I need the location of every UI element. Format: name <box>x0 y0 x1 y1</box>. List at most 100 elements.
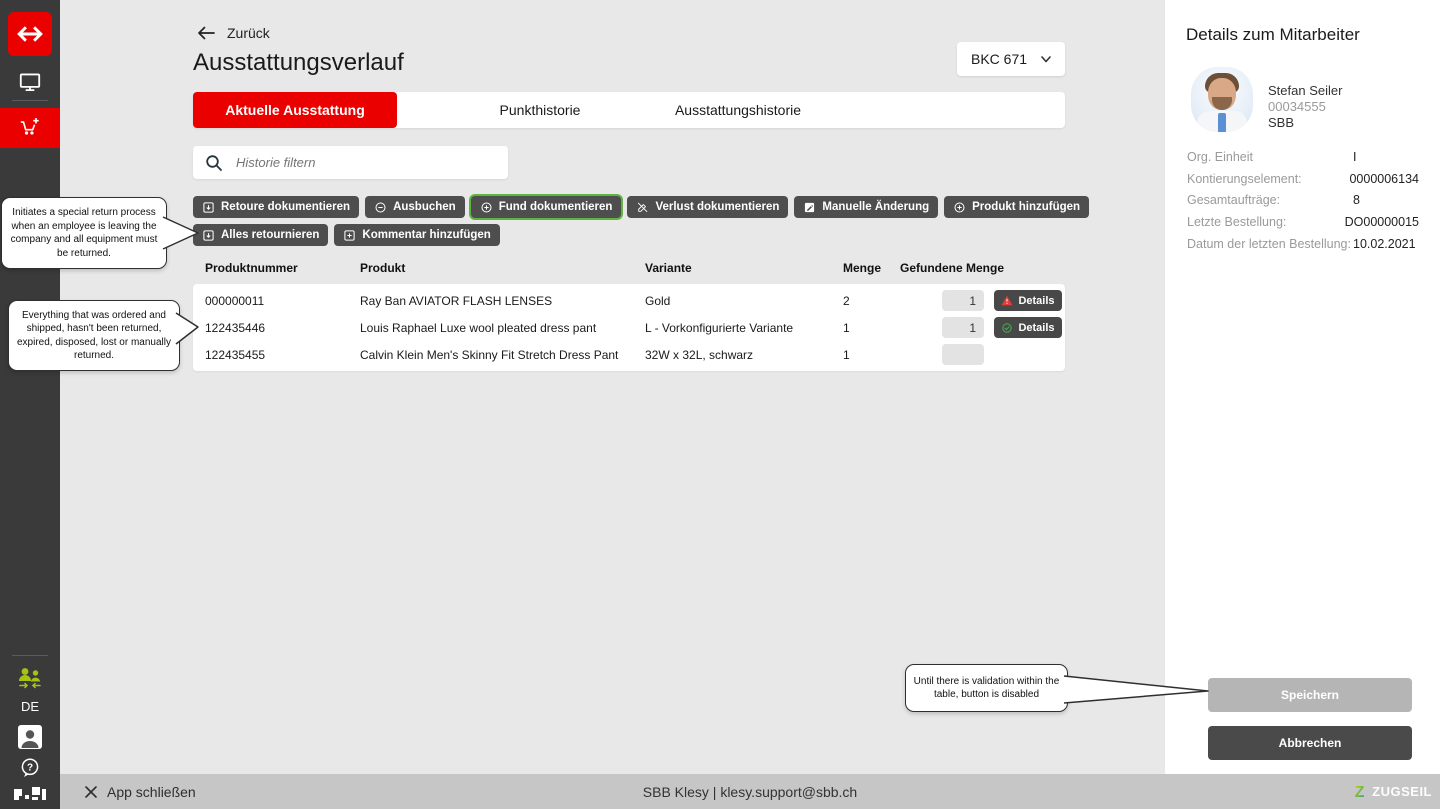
profile-dropdown[interactable]: BKC 671 <box>957 42 1065 76</box>
produkt-hinzufuegen-button[interactable]: Produkt hinzufügen <box>944 196 1090 218</box>
column-header: Produktnummer <box>205 261 298 275</box>
fund-dokumentieren-button[interactable]: Fund dokumentieren <box>470 196 622 218</box>
check-circle-icon <box>1002 322 1013 333</box>
field-label: Gesamtaufträge: <box>1187 193 1281 208</box>
language-label: DE <box>20 699 40 714</box>
field-label: Org. Einheit <box>1187 149 1254 164</box>
field-value: 0000006134 <box>1349 171 1419 186</box>
action-row-1: Retoure dokumentieren Ausbuchen Fund dok… <box>193 196 1090 218</box>
kommentar-hinzufuegen-button[interactable]: Kommentar hinzufügen <box>334 224 500 246</box>
help-icon: ? <box>21 758 39 777</box>
cell-variante: L - Vorkonfigurierte Variante <box>645 320 794 335</box>
gefundene-menge-input[interactable] <box>942 317 984 338</box>
cell-produktnummer: 122435446 <box>205 320 266 335</box>
employee-details-panel: Details zum Mitarbeiter Stefan Seiler 00… <box>1165 0 1440 774</box>
sidebar-item-help[interactable]: ? <box>0 757 60 779</box>
warning-triangle-icon <box>1001 295 1013 306</box>
sidebar: DE ? <box>0 0 60 809</box>
edit-square-icon <box>805 202 815 212</box>
cancel-button[interactable]: Abbrechen <box>1208 726 1412 760</box>
zugseil-brand-label: ZUGSEIL <box>1372 784 1432 799</box>
cell-produktnummer: 000000011 <box>205 293 265 308</box>
cell-menge: 1 <box>843 320 850 335</box>
sidebar-item-user-switch[interactable] <box>0 667 60 689</box>
annotation-equipment-table: Everything that was ordered and shipped,… <box>8 300 180 371</box>
field-value: 8 <box>1353 193 1360 208</box>
tab-punkthistorie[interactable]: Punkthistorie <box>500 92 581 128</box>
filter-search-input[interactable] <box>234 154 488 171</box>
ausbuchen-button[interactable]: Ausbuchen <box>365 196 465 218</box>
zugseil-brand: Z ZUGSEIL <box>1351 783 1432 800</box>
employee-fields: Org. Einheit I Kontierungselement: 00000… <box>1187 146 1419 254</box>
annotation-save-disabled: Until there is validation within the tab… <box>905 664 1068 712</box>
sidebar-brand-mark <box>0 785 60 802</box>
table-row: 122435455 Calvin Klein Men's Skinny Fit … <box>193 341 1065 368</box>
filter-search-box <box>193 146 508 179</box>
main-content: Zurück Ausstattungsverlauf BKC 671 Aktue… <box>60 0 1165 774</box>
field-row: Gesamtaufträge: 8 <box>1187 189 1419 211</box>
retoure-dokumentieren-button[interactable]: Retoure dokumentieren <box>193 196 360 218</box>
tab-label: Aktuelle Ausstattung <box>225 102 365 118</box>
sidebar-item-account[interactable] <box>18 725 42 749</box>
tab-ausstattungshistorie[interactable]: Ausstattungshistorie <box>675 92 801 128</box>
sidebar-item-shop-active[interactable] <box>0 108 60 148</box>
field-row: Datum der letzten Bestellung: 10.02.2021 <box>1187 233 1419 255</box>
return-box-icon <box>203 201 214 213</box>
svg-text:Z: Z <box>1355 784 1365 800</box>
tab-aktuelle-ausstattung[interactable]: Aktuelle Ausstattung <box>193 92 397 128</box>
sidebar-item-language[interactable]: DE <box>0 699 60 714</box>
details-label: Details <box>1018 294 1055 307</box>
panel-title: Details zum Mitarbeiter <box>1186 25 1360 44</box>
manuelle-aenderung-button[interactable]: Manuelle Änderung <box>794 196 939 218</box>
pen-off-icon <box>638 202 648 212</box>
gefundene-menge-input[interactable] <box>942 344 984 365</box>
verlust-dokumentieren-button[interactable]: Verlust dokumentieren <box>627 196 789 218</box>
annotation-text: Everything that was ordered and shipped,… <box>17 309 171 362</box>
details-label: Details <box>1018 321 1055 334</box>
annotation-text: Initiates a special return process when … <box>10 207 158 259</box>
employee-id: 00034555 <box>1268 99 1326 114</box>
employee-identity: Stefan Seiler 00034555 SBB <box>1268 83 1342 131</box>
field-value: 10.02.2021 <box>1353 236 1416 251</box>
sbb-logo[interactable] <box>8 12 52 56</box>
column-header: Gefundene Menge <box>900 261 1005 275</box>
button-label: Verlust dokumentieren <box>655 201 780 213</box>
button-label: Alles retournieren <box>221 229 320 241</box>
cell-produktnummer: 122435455 <box>205 347 266 362</box>
gefundene-menge-input[interactable] <box>942 290 984 311</box>
table-header: Produktnummer Produkt Variante Menge Gef… <box>193 261 1065 275</box>
details-button-success[interactable]: Details <box>994 317 1062 338</box>
user-switch-icon <box>19 668 41 689</box>
field-label: Letzte Bestellung: <box>1187 214 1287 229</box>
avatar-beard <box>1212 97 1232 110</box>
table-row: 122435446 Louis Raphael Luxe wool pleate… <box>193 314 1065 341</box>
search-icon <box>206 154 222 171</box>
alles-retournieren-button[interactable]: Alles retournieren <box>193 224 329 246</box>
footer-app-info: SBB Klesy | klesy.support@sbb.ch <box>642 783 858 800</box>
button-label: Ausbuchen <box>393 201 456 213</box>
save-button-disabled[interactable]: Speichern <box>1208 678 1412 712</box>
field-label: Datum der letzten Bestellung: <box>1187 236 1351 251</box>
minus-circle-icon <box>375 201 386 213</box>
zugseil-logo-icon: Z <box>1355 784 1365 800</box>
details-button-warning[interactable]: Details <box>994 290 1062 311</box>
close-icon <box>85 785 97 798</box>
sbb-double-arrow-icon <box>17 26 43 42</box>
column-header: Menge <box>843 261 882 275</box>
cart-add-icon <box>20 118 39 135</box>
column-header: Variante <box>645 261 692 275</box>
plus-circle-icon <box>481 201 492 213</box>
tab-label: Ausstattungshistorie <box>674 102 802 118</box>
cell-variante: 32W x 32L, schwarz <box>645 347 754 362</box>
sidebar-divider <box>12 100 48 101</box>
sidebar-item-desktop[interactable] <box>0 69 60 95</box>
cell-menge: 2 <box>843 293 850 308</box>
back-button[interactable]: Zurück <box>196 25 270 41</box>
close-app-button[interactable]: App schließen <box>84 784 196 800</box>
cell-produkt: Ray Ban AVIATOR FLASH LENSES <box>360 293 553 308</box>
button-label: Fund dokumentieren <box>498 201 613 213</box>
cell-produkt: Louis Raphael Luxe wool pleated dress pa… <box>360 320 597 335</box>
cell-produkt: Calvin Klein Men's Skinny Fit Stretch Dr… <box>360 347 619 362</box>
chevron-down-icon <box>1041 56 1051 63</box>
